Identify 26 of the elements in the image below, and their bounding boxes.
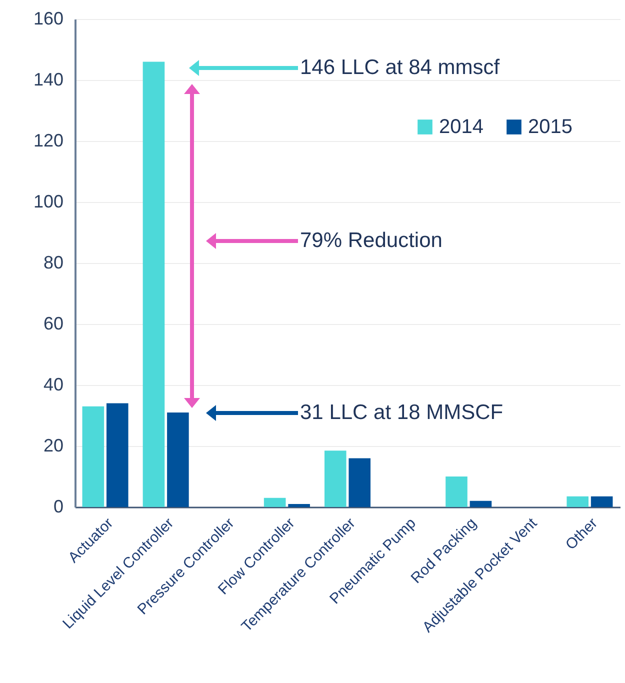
y-tick-label: 0 <box>53 496 64 516</box>
bar <box>324 450 346 507</box>
bar <box>106 403 128 507</box>
bar <box>446 476 468 507</box>
y-tick-label: 80 <box>43 252 64 272</box>
annotation: 31 LLC at 18 MMSCF <box>300 401 504 424</box>
bar <box>142 62 165 507</box>
legend-label: 2015 <box>528 116 572 138</box>
y-tick-label: 40 <box>43 374 64 394</box>
y-tick-label: 140 <box>33 70 64 90</box>
annotation: 79% Reduction <box>300 229 442 252</box>
bar <box>264 498 286 507</box>
legend-label: 2014 <box>439 116 484 138</box>
y-tick-label: 160 <box>33 8 64 28</box>
bar <box>566 496 589 507</box>
bar <box>470 500 492 507</box>
annotation: 146 LLC at 84 mmscf <box>300 56 500 79</box>
y-tick-label: 120 <box>33 130 64 150</box>
y-tick-label: 100 <box>33 192 64 212</box>
bar <box>82 406 104 507</box>
y-tick-label: 20 <box>43 436 64 456</box>
bar <box>167 412 189 507</box>
bar <box>288 504 310 507</box>
bar <box>348 458 371 507</box>
y-tick-label: 60 <box>43 314 64 334</box>
bar <box>590 496 613 507</box>
